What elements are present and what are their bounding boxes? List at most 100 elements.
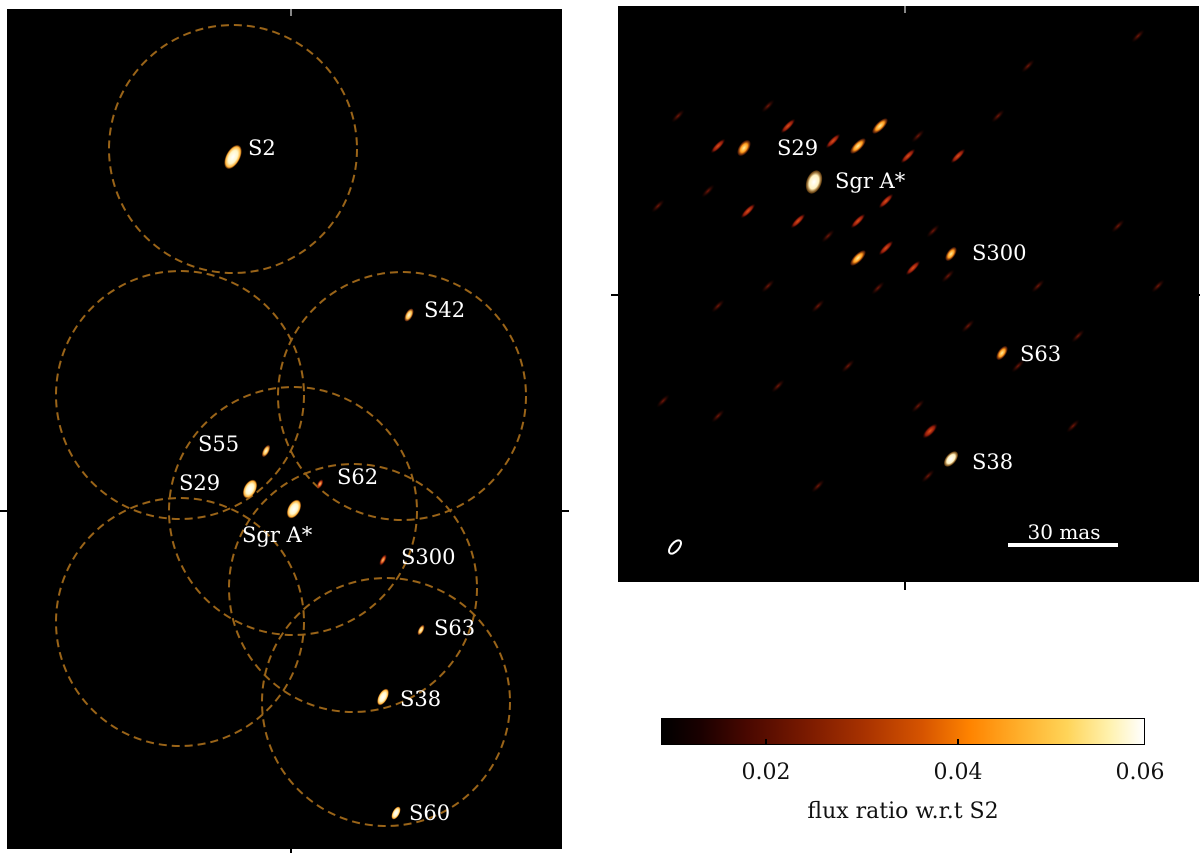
source-s29 bbox=[737, 140, 751, 156]
label-s55: S55 bbox=[198, 432, 239, 456]
beam-ellipse bbox=[668, 539, 682, 555]
label-s29: S29 bbox=[777, 136, 818, 160]
colorbar-label-006: 0.06 bbox=[1115, 760, 1165, 785]
colorbar-label-002: 0.02 bbox=[741, 760, 791, 785]
source-s300 bbox=[945, 247, 957, 261]
sidelobe bbox=[850, 213, 866, 229]
sidelobe bbox=[821, 229, 835, 243]
field-circle-2 bbox=[55, 270, 305, 520]
right-tick-top bbox=[904, 6, 906, 13]
sidelobe bbox=[1011, 359, 1025, 373]
sidelobe bbox=[811, 479, 825, 493]
sidelobe bbox=[740, 203, 756, 219]
label-s2: S2 bbox=[248, 136, 276, 160]
label-s38: S38 bbox=[972, 450, 1013, 474]
left-labels: S2 S42 S55 S29 S62 Sgr A* S300 S63 S38 S… bbox=[179, 136, 475, 825]
right-image-svg: S29 Sgr A* S300 S63 S38 30 mas bbox=[651, 29, 1165, 555]
left-image-svg: S2 S42 S55 S29 S62 Sgr A* S300 S63 S38 S… bbox=[55, 24, 527, 827]
sidelobe bbox=[991, 109, 1005, 123]
left-tick-top bbox=[290, 9, 292, 16]
label-s62: S62 bbox=[337, 465, 378, 489]
left-tick-left bbox=[0, 510, 7, 512]
source-s300 bbox=[379, 554, 387, 566]
field-circle-5 bbox=[228, 463, 478, 713]
right-labels: S29 Sgr A* S300 S63 S38 bbox=[777, 136, 1061, 474]
right-image-panel: S29 Sgr A* S300 S63 S38 30 mas bbox=[618, 6, 1199, 582]
scale-bar-line bbox=[1008, 543, 1118, 547]
label-sgra: Sgr A* bbox=[835, 169, 906, 193]
source-s38 bbox=[944, 451, 958, 467]
field-circle-1 bbox=[108, 24, 358, 274]
left-image-panel: S2 S42 S55 S29 S62 Sgr A* S300 S63 S38 S… bbox=[7, 9, 562, 849]
source-s63 bbox=[996, 346, 1008, 360]
label-s29: S29 bbox=[179, 471, 220, 495]
sidelobe bbox=[1031, 279, 1045, 293]
source-sgra bbox=[805, 170, 823, 194]
field-circle-7 bbox=[261, 577, 511, 827]
colorbar-label-004: 0.04 bbox=[933, 760, 983, 785]
label-s63: S63 bbox=[1020, 342, 1061, 366]
source-s38 bbox=[377, 688, 389, 706]
source-s29 bbox=[242, 479, 258, 499]
sidelobe bbox=[1111, 219, 1125, 233]
sidelobe bbox=[841, 359, 855, 373]
sidelobe bbox=[900, 148, 916, 164]
label-s38: S38 bbox=[400, 687, 441, 711]
sidelobe bbox=[878, 193, 894, 209]
field-circles bbox=[55, 24, 527, 827]
scale-bar: 30 mas bbox=[1008, 520, 1118, 547]
sidelobe bbox=[1071, 329, 1085, 343]
left-tick-right bbox=[562, 510, 569, 512]
sidelobe bbox=[825, 133, 841, 149]
sidelobe-pattern bbox=[651, 29, 1165, 493]
source-s63 bbox=[417, 625, 425, 635]
source-s2 bbox=[224, 145, 242, 169]
sidelobe bbox=[671, 109, 685, 123]
sidelobe bbox=[961, 319, 975, 333]
sidelobe bbox=[941, 269, 955, 283]
source-s42 bbox=[404, 308, 414, 322]
source-s62 bbox=[316, 479, 324, 489]
sidelobe bbox=[761, 99, 775, 113]
scale-bar-label: 30 mas bbox=[1028, 520, 1101, 544]
sidelobe bbox=[926, 224, 940, 238]
sidelobe bbox=[872, 118, 888, 134]
sidelobe bbox=[1021, 59, 1035, 73]
sidelobe bbox=[850, 250, 866, 266]
sidelobe bbox=[1151, 279, 1165, 293]
label-s60: S60 bbox=[409, 801, 450, 825]
colorbar bbox=[661, 718, 1145, 745]
right-tick-bottom bbox=[904, 582, 906, 590]
sidelobe bbox=[771, 379, 785, 393]
source-s60 bbox=[391, 806, 401, 820]
sidelobe bbox=[656, 394, 670, 408]
left-sources bbox=[224, 145, 425, 820]
sidelobe bbox=[811, 299, 825, 313]
right-tick-left bbox=[611, 294, 618, 296]
field-circle-3 bbox=[277, 271, 527, 521]
right-sources bbox=[737, 140, 1008, 467]
sidelobe bbox=[780, 118, 796, 134]
sidelobe bbox=[911, 129, 925, 143]
sidelobe bbox=[871, 281, 885, 295]
sidelobe bbox=[710, 138, 726, 154]
colorbar-tick-004 bbox=[957, 739, 959, 745]
sidelobe bbox=[1066, 419, 1080, 433]
sidelobe bbox=[711, 299, 725, 313]
source-s55 bbox=[261, 445, 271, 457]
sidelobe bbox=[921, 469, 935, 483]
field-circle-6 bbox=[55, 497, 305, 747]
sidelobe bbox=[922, 423, 938, 439]
source-sgra bbox=[286, 499, 302, 519]
sidelobe bbox=[701, 184, 715, 198]
colorbar-title: flux ratio w.r.t S2 bbox=[807, 799, 999, 824]
left-tick-bottom bbox=[290, 845, 292, 853]
label-s42: S42 bbox=[424, 298, 465, 322]
sidelobe bbox=[761, 279, 775, 293]
sidelobe bbox=[651, 199, 665, 213]
sidelobe bbox=[905, 260, 921, 276]
sidelobe bbox=[850, 138, 866, 154]
label-s63: S63 bbox=[434, 616, 475, 640]
sidelobe bbox=[1131, 29, 1145, 43]
sidelobe bbox=[878, 240, 894, 256]
